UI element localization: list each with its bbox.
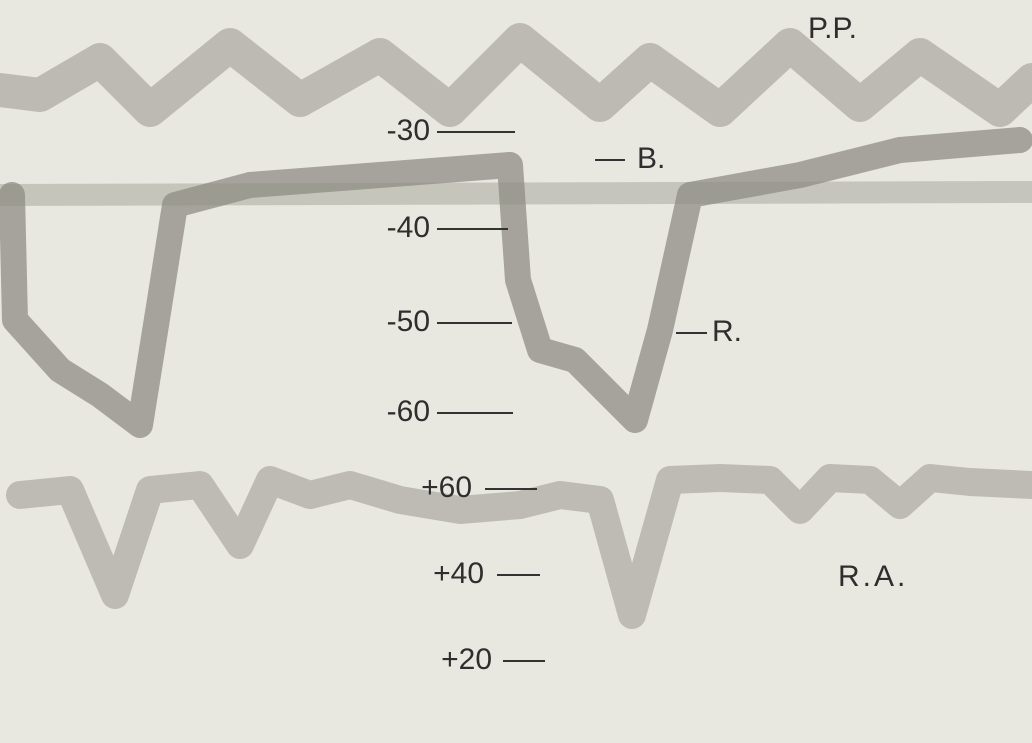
scale-label: -40 <box>387 211 430 244</box>
figure: P.P. B. R. R.A. -30 -40 -50 -60 +60 +40 … <box>0 0 1032 743</box>
b-label: B. <box>637 142 665 175</box>
ra-label: R.A. <box>838 560 908 593</box>
page: {"labels": {"top_right": "P.P.", "upper_… <box>0 0 1032 743</box>
r-label: R. <box>712 315 742 348</box>
scale-label: +60 <box>421 471 472 504</box>
pp-label: P.P. <box>808 12 857 45</box>
scale-label: +40 <box>433 557 484 590</box>
scale-label: -50 <box>387 305 430 338</box>
scale-label: -30 <box>387 114 430 147</box>
scale-label: -60 <box>387 395 430 428</box>
scale-label: +20 <box>441 643 492 676</box>
